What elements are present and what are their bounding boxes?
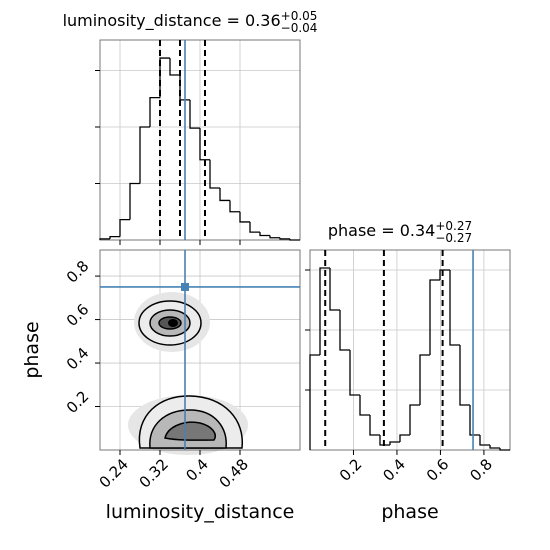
hist-bin (319, 267, 330, 355)
contour (164, 421, 216, 441)
y-tick-label: 0.8 (63, 257, 93, 287)
title-main: phase = 0.34 (328, 221, 435, 240)
hist-bin (449, 270, 460, 346)
hist-bin (459, 345, 470, 406)
y-tick-label: 0.6 (63, 300, 93, 330)
hist-bin (439, 269, 450, 280)
hist-bin (399, 434, 410, 442)
x-tick-label: 0.8 (466, 455, 496, 485)
hist-bin (209, 159, 220, 189)
y-tick-label: 0.2 (63, 387, 93, 417)
hist-bin (329, 268, 340, 311)
x-tick-label: 0.24 (96, 455, 132, 491)
hist-bin (159, 57, 170, 98)
hist-bin (429, 279, 440, 355)
hist-bin (359, 395, 370, 416)
hist-bin (419, 354, 430, 405)
title-upper: +0.27 (435, 219, 472, 233)
hist-bin (199, 128, 210, 161)
y-tick-label: 0.4 (63, 344, 93, 374)
hist-bin (139, 126, 150, 184)
hist-bin (309, 354, 320, 450)
hist-bin (219, 188, 230, 202)
truth-point (181, 282, 189, 291)
hist-bin (129, 182, 140, 220)
x-tick-label: 0.32 (136, 455, 172, 491)
contour-peak (168, 319, 178, 327)
x-tick-label: 0.2 (336, 455, 366, 485)
hist-bin (259, 232, 270, 237)
x-axis-label: phase (381, 501, 438, 523)
hist-bin (229, 200, 240, 213)
hist-bin (239, 211, 250, 223)
x-tick-label: 0.4 (182, 455, 212, 485)
title-upper: +0.05 (281, 9, 318, 23)
hist-bin (339, 310, 350, 351)
density-contours (128, 292, 248, 455)
hist-bin (109, 235, 120, 239)
x-tick-label: 0.48 (216, 455, 252, 491)
title-main: luminosity_distance = 0.36 (63, 11, 281, 31)
panel-frame (309, 249, 511, 451)
hist-bin (469, 405, 480, 436)
title-lower: −0.04 (281, 21, 318, 35)
hist-bin (499, 448, 510, 451)
hist-bin (289, 238, 300, 241)
hist-bin (479, 435, 490, 446)
hist-bin (249, 221, 260, 233)
x-tick-label: 0.6 (423, 455, 453, 485)
hist-bin (269, 235, 280, 239)
hist-bin (489, 445, 500, 449)
grid-layer (100, 40, 510, 450)
hist-bin (379, 435, 390, 446)
hist-bin (169, 58, 180, 76)
hist-bin (149, 96, 160, 128)
hist-bin (279, 237, 290, 240)
hist-bin (389, 441, 400, 445)
hist-bin (189, 99, 200, 129)
x-tick-label: 0.4 (379, 455, 409, 485)
hist-bin (369, 415, 380, 436)
hist-bin (349, 350, 360, 396)
hist-bin (99, 238, 110, 240)
chart-title: luminosity_distance = 0.36+0.05 −0.04 (63, 9, 318, 35)
hist-bin (409, 404, 420, 435)
hist-bin (119, 219, 130, 237)
frames (99, 39, 511, 451)
x-axis-label: luminosity_distance (106, 501, 295, 523)
chart-title: phase = 0.34+0.27 −0.27 (328, 219, 472, 245)
title-lower: −0.27 (435, 231, 472, 245)
y-axis-label: phase (21, 321, 43, 378)
